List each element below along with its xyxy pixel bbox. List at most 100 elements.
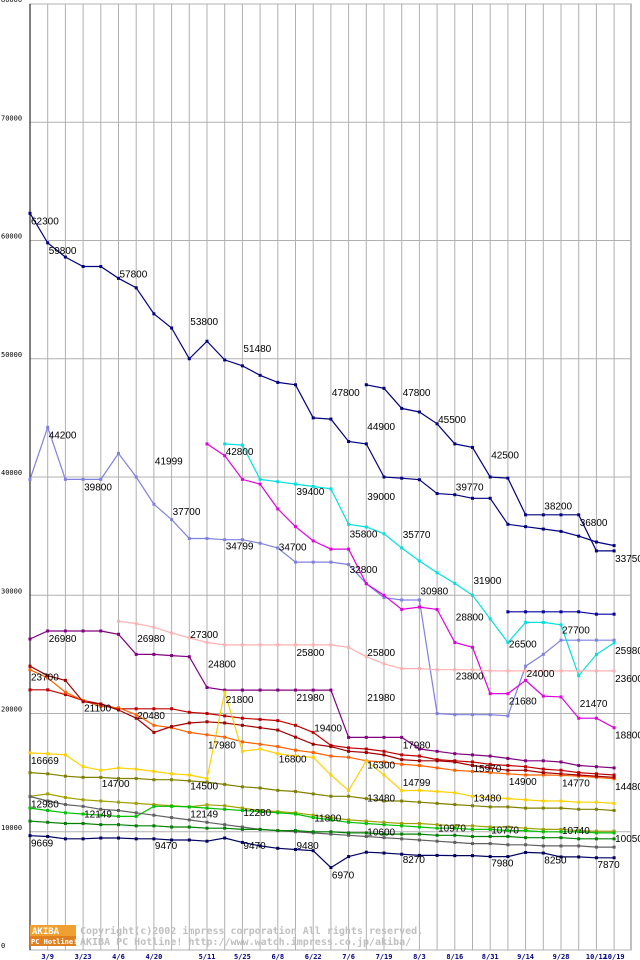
value-label: 13480 bbox=[367, 794, 395, 805]
series bbox=[205, 442, 616, 730]
data-point bbox=[577, 837, 581, 841]
data-point bbox=[187, 710, 191, 714]
data-point bbox=[524, 513, 528, 517]
data-point bbox=[524, 850, 528, 854]
data-point bbox=[364, 834, 368, 838]
value-label: 44900 bbox=[367, 422, 395, 433]
data-point bbox=[46, 808, 50, 812]
data-point bbox=[329, 643, 333, 647]
data-point bbox=[329, 754, 333, 758]
data-point bbox=[612, 837, 616, 841]
data-point bbox=[311, 742, 315, 746]
data-point bbox=[258, 742, 262, 746]
data-point bbox=[205, 839, 209, 843]
data-point bbox=[205, 733, 209, 737]
data-point bbox=[400, 821, 404, 825]
value-label: 23800 bbox=[456, 672, 484, 683]
data-point bbox=[99, 702, 103, 706]
data-point bbox=[453, 854, 457, 858]
data-point bbox=[524, 525, 528, 529]
value-label: 57800 bbox=[120, 270, 148, 281]
data-point bbox=[435, 853, 439, 857]
data-point bbox=[240, 749, 244, 753]
data-point bbox=[594, 765, 598, 769]
y-tick-label: 60000 bbox=[1, 233, 22, 241]
data-point bbox=[541, 799, 545, 803]
series-line bbox=[30, 689, 615, 776]
data-point bbox=[577, 638, 581, 642]
data-point bbox=[453, 713, 457, 717]
series-line bbox=[29, 212, 615, 547]
value-label: 10740 bbox=[562, 826, 590, 837]
data-point bbox=[541, 652, 545, 656]
data-point bbox=[506, 855, 510, 859]
data-point bbox=[471, 854, 474, 858]
data-point bbox=[258, 482, 262, 486]
data-point bbox=[506, 692, 510, 696]
data-point bbox=[99, 477, 103, 481]
data-point bbox=[577, 669, 581, 673]
data-point bbox=[329, 773, 333, 777]
data-point bbox=[205, 537, 209, 541]
data-point bbox=[329, 487, 333, 491]
data-point bbox=[347, 749, 351, 753]
data-point bbox=[435, 607, 439, 611]
data-point bbox=[223, 836, 227, 840]
data-point bbox=[435, 571, 439, 575]
data-point bbox=[187, 537, 191, 541]
data-point bbox=[170, 816, 174, 820]
data-point bbox=[63, 837, 67, 841]
data-point bbox=[28, 668, 32, 672]
data-point bbox=[187, 779, 191, 783]
data-point bbox=[612, 669, 616, 673]
data-point bbox=[276, 643, 280, 647]
data-point bbox=[240, 827, 244, 831]
data-point bbox=[294, 812, 297, 816]
data-point bbox=[152, 769, 156, 773]
data-point bbox=[294, 748, 297, 752]
data-point bbox=[559, 695, 563, 699]
value-label: 44200 bbox=[49, 430, 77, 441]
data-point bbox=[524, 829, 528, 833]
data-point bbox=[506, 669, 510, 673]
data-point bbox=[81, 804, 85, 808]
data-point bbox=[63, 693, 67, 697]
data-point bbox=[152, 502, 156, 506]
data-point bbox=[134, 713, 138, 717]
data-point bbox=[311, 813, 315, 817]
data-point bbox=[435, 833, 439, 837]
logo-line1: AKIBA bbox=[32, 927, 60, 937]
data-point bbox=[46, 676, 50, 680]
data-point bbox=[187, 721, 191, 725]
data-point bbox=[488, 766, 492, 770]
value-label: 24000 bbox=[527, 669, 555, 680]
value-label: 45500 bbox=[438, 415, 466, 426]
data-point bbox=[223, 714, 227, 718]
value-label: 21980 bbox=[297, 693, 325, 704]
data-point bbox=[63, 811, 67, 815]
value-label: 7870 bbox=[597, 860, 620, 871]
data-point bbox=[435, 766, 439, 770]
data-point bbox=[134, 814, 138, 818]
data-point bbox=[417, 667, 421, 671]
data-point bbox=[435, 790, 439, 794]
data-labels: 62300 59800 57800 53800 51480 47800 44900 47800… bbox=[31, 216, 640, 881]
data-point bbox=[205, 339, 209, 343]
data-point bbox=[594, 856, 598, 860]
data-point bbox=[612, 638, 616, 642]
data-point bbox=[205, 826, 209, 830]
value-label: 8270 bbox=[403, 855, 426, 866]
data-point bbox=[400, 799, 404, 803]
data-point bbox=[577, 513, 581, 517]
value-label: 9480 bbox=[297, 841, 320, 852]
data-point bbox=[81, 765, 85, 769]
data-point bbox=[258, 688, 262, 692]
data-point bbox=[205, 720, 209, 724]
data-point bbox=[594, 612, 598, 616]
value-label: 25980 bbox=[615, 646, 640, 657]
data-point bbox=[577, 771, 581, 775]
data-point bbox=[400, 762, 404, 766]
data-point bbox=[612, 808, 616, 812]
data-point bbox=[435, 801, 439, 805]
